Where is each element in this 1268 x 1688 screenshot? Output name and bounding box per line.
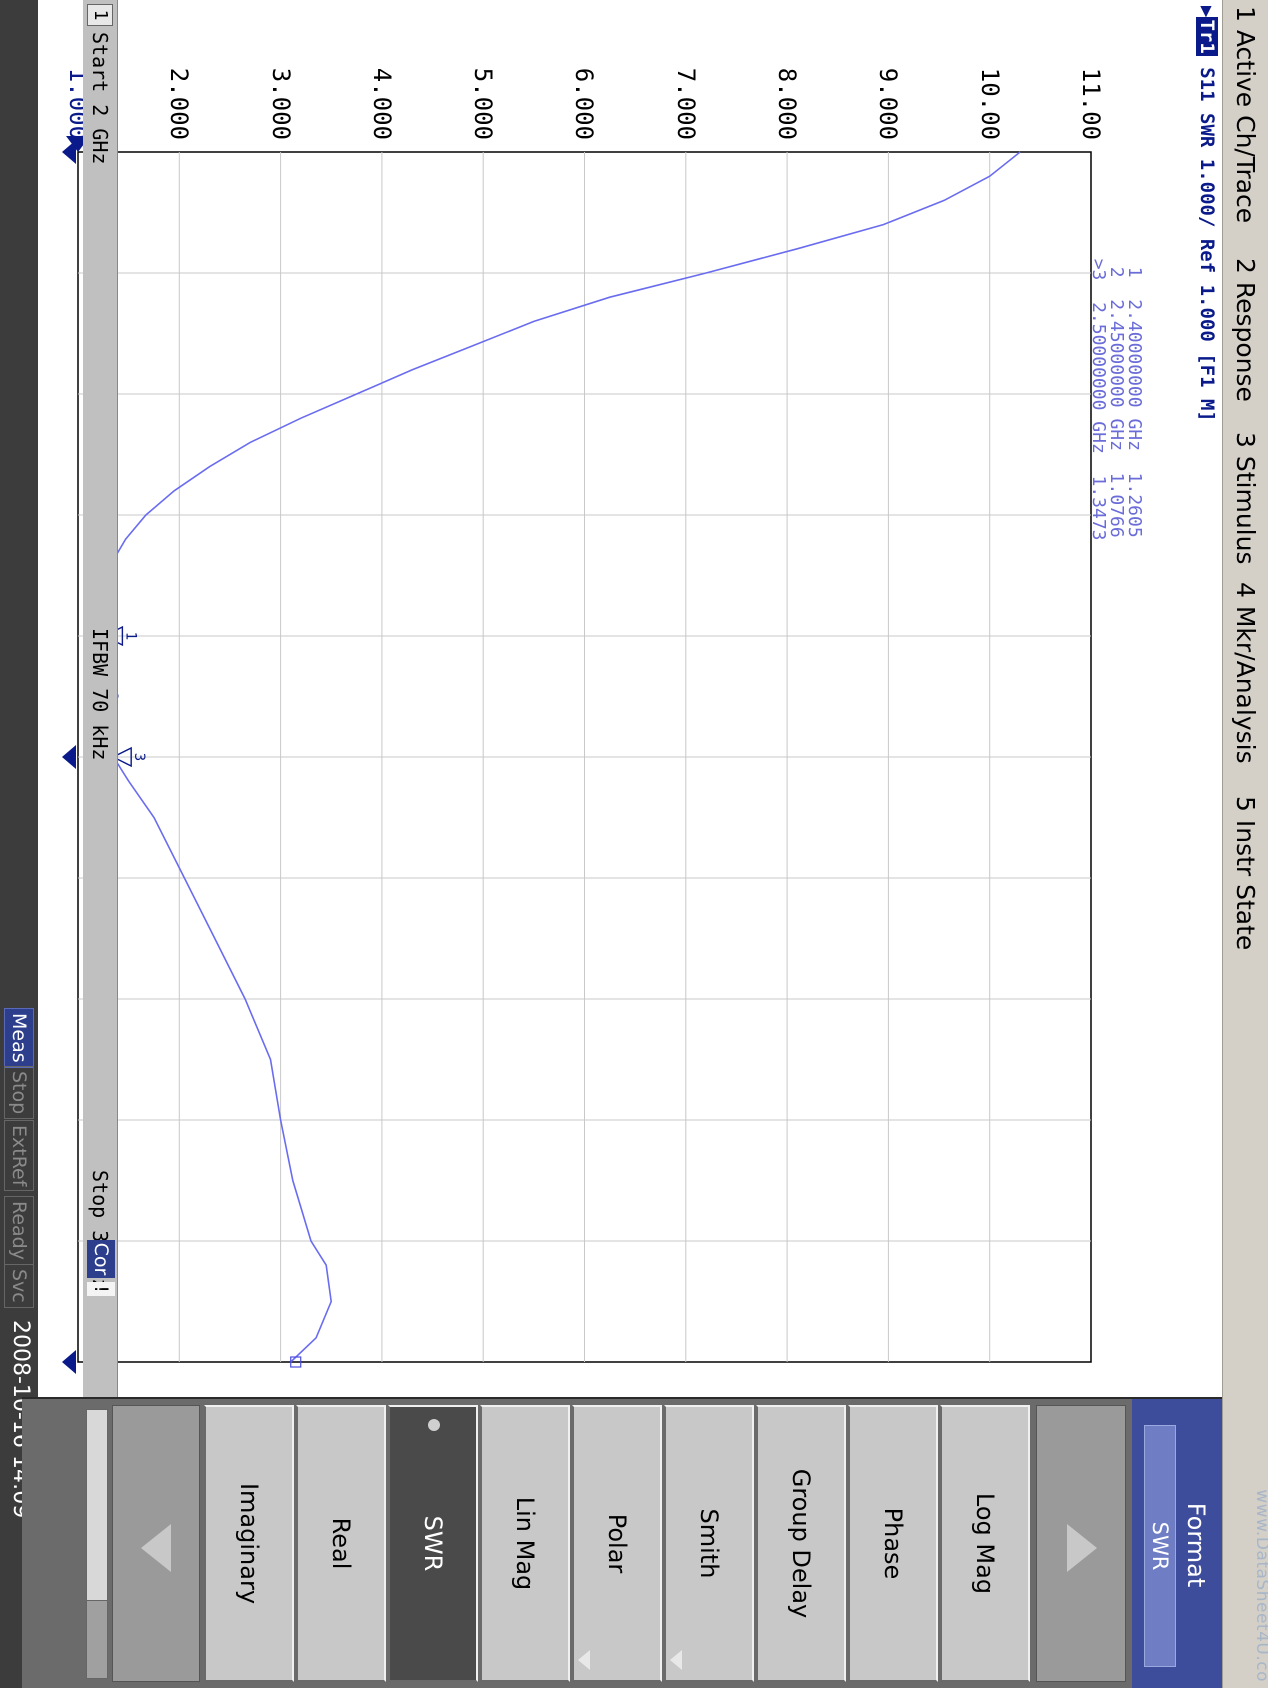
menu-active-ch-trace[interactable]: 1 Active Ch/Trace xyxy=(1231,6,1260,224)
marker-id: >3 xyxy=(1088,258,1109,281)
up-arrow-icon xyxy=(1067,1524,1097,1572)
correction-indicator: Cor xyxy=(87,1240,115,1278)
menu-mkr-analysis[interactable]: 4 Mkr/Analysis xyxy=(1231,582,1260,764)
format-current-value: SWR xyxy=(1144,1425,1176,1667)
ifbw[interactable]: IFBW 70 kHz xyxy=(88,628,112,761)
measurement-display: ▶Tr1 S11 SWR 1.000/ Ref 1.000 [F1 M] 11.… xyxy=(38,0,1222,1397)
reference-position-left-icon xyxy=(62,140,76,164)
status-stop: Stop xyxy=(4,1066,34,1120)
warning-indicator: ! xyxy=(87,1282,115,1296)
softkey-scroll-down-button[interactable] xyxy=(112,1405,200,1682)
scrollbar-thumb[interactable] xyxy=(87,1410,107,1601)
menu-bar: 1 Active Ch/Trace 2 Response 3 Stimulus … xyxy=(1222,0,1268,1688)
selected-radio-icon xyxy=(428,1419,440,1431)
status-svc: Svc xyxy=(4,1264,34,1308)
menu-instr-state[interactable]: 5 Instr State xyxy=(1231,796,1260,951)
swr-chart: 123 xyxy=(62,136,1092,1374)
format-menu-header: Format SWR xyxy=(1132,1399,1222,1688)
marker-row-3: >3 2.50000000 GHz 1.3473 xyxy=(1067,172,1130,541)
trace-end-flag-icon xyxy=(290,1356,302,1368)
softkey-label: SWR xyxy=(419,1515,447,1572)
marker-value: 1.3473 xyxy=(1088,475,1109,541)
menu-stimulus[interactable]: 3 Stimulus xyxy=(1231,432,1260,565)
softkey-real[interactable]: Real xyxy=(296,1405,386,1682)
softkey-swr[interactable]: SWR xyxy=(388,1405,478,1682)
softkey-scrollbar[interactable] xyxy=(86,1409,108,1679)
menu-response[interactable]: 2 Response xyxy=(1231,258,1260,402)
softkey-phase[interactable]: Phase xyxy=(848,1405,938,1682)
submenu-arrow-icon xyxy=(578,1650,590,1670)
format-menu-title: Format xyxy=(1182,1502,1210,1588)
softkey-imaginary[interactable]: Imaginary xyxy=(204,1405,294,1682)
marker-3-label: 3 xyxy=(131,753,147,761)
down-arrow-icon xyxy=(141,1524,171,1572)
softkey-smith[interactable]: Smith xyxy=(664,1405,754,1682)
softkey-label: Polar xyxy=(603,1513,631,1574)
marker-1-label: 1 xyxy=(122,632,138,640)
reference-position-right-icon xyxy=(62,1350,76,1374)
submenu-arrow-icon xyxy=(670,1650,682,1670)
active-marker-position-icon xyxy=(62,745,76,769)
status-meas: Meas xyxy=(4,1008,34,1068)
channel-footer: 1 Start 2 GHz IFBW 70 kHz Stop 3 GHz Cor… xyxy=(83,0,118,1397)
start-frequency[interactable]: Start 2 GHz xyxy=(88,32,112,165)
softkey-label: Smith xyxy=(695,1508,723,1579)
softkey-panel: Format SWR Log Mag Phase Group Delay Smi… xyxy=(22,1397,1222,1688)
marker-freq: 2.50000000 GHz xyxy=(1088,302,1109,454)
softkey-polar[interactable]: Polar xyxy=(572,1405,662,1682)
softkey-log-mag[interactable]: Log Mag xyxy=(940,1405,1030,1682)
channel-number[interactable]: 1 xyxy=(87,4,113,26)
marker-3-triangle-icon xyxy=(111,746,132,768)
status-ready: Ready xyxy=(4,1196,34,1265)
softkey-lin-mag[interactable]: Lin Mag xyxy=(480,1405,570,1682)
softkey-scroll-up-button[interactable] xyxy=(1036,1405,1126,1682)
status-extref: ExtRef xyxy=(4,1120,34,1192)
softkey-group-delay[interactable]: Group Delay xyxy=(756,1405,846,1682)
watermark: www.DataSheet4U.co xyxy=(1252,1489,1268,1682)
